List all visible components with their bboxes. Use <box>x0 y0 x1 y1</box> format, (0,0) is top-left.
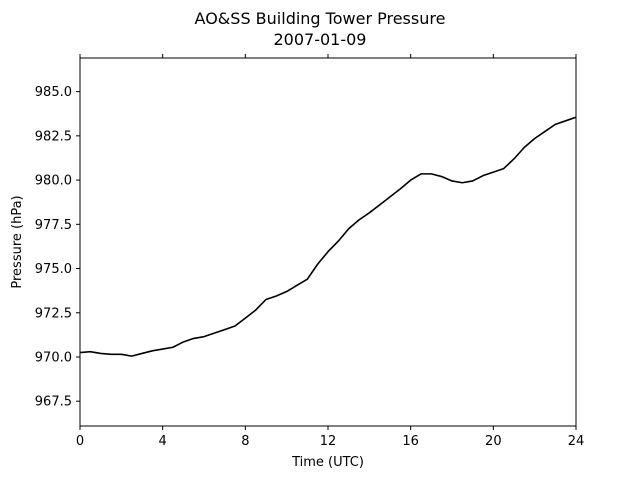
chart-subtitle: 2007-01-09 <box>274 30 367 49</box>
y-axis-ticks: 967.5 970.0 972.5 975.0 977.5 980.0 982.5 985.0 <box>35 85 80 410</box>
x-tick-label: 20 <box>485 434 502 449</box>
y-tick-label: 972.5 <box>35 306 72 321</box>
y-tick-label: 982.5 <box>35 129 72 144</box>
y-tick-label: 980.0 <box>35 174 72 189</box>
x-tick-label: 0 <box>76 434 84 449</box>
y-tick-label: 975.0 <box>35 262 72 277</box>
y-tick-label: 985.0 <box>35 85 72 100</box>
y-axis-label: Pressure (hPa) <box>10 195 25 288</box>
x-axis-label: Time (UTC) <box>291 455 364 470</box>
y-tick-label: 967.5 <box>35 395 72 410</box>
x-tick-label: 24 <box>568 434 585 449</box>
x-tick-label: 16 <box>402 434 419 449</box>
y-tick-label: 977.5 <box>35 218 72 233</box>
pressure-series-line <box>79 116 577 357</box>
plot-area-frame <box>79 57 577 427</box>
x-tick-label: 4 <box>159 434 167 449</box>
x-tick-label: 12 <box>320 434 337 449</box>
x-tick-label: 8 <box>241 434 249 449</box>
x-axis-ticks: 0 4 8 12 16 20 24 <box>76 54 584 449</box>
chart-title: AO&SS Building Tower Pressure <box>195 9 446 28</box>
y-tick-label: 970.0 <box>35 351 72 366</box>
